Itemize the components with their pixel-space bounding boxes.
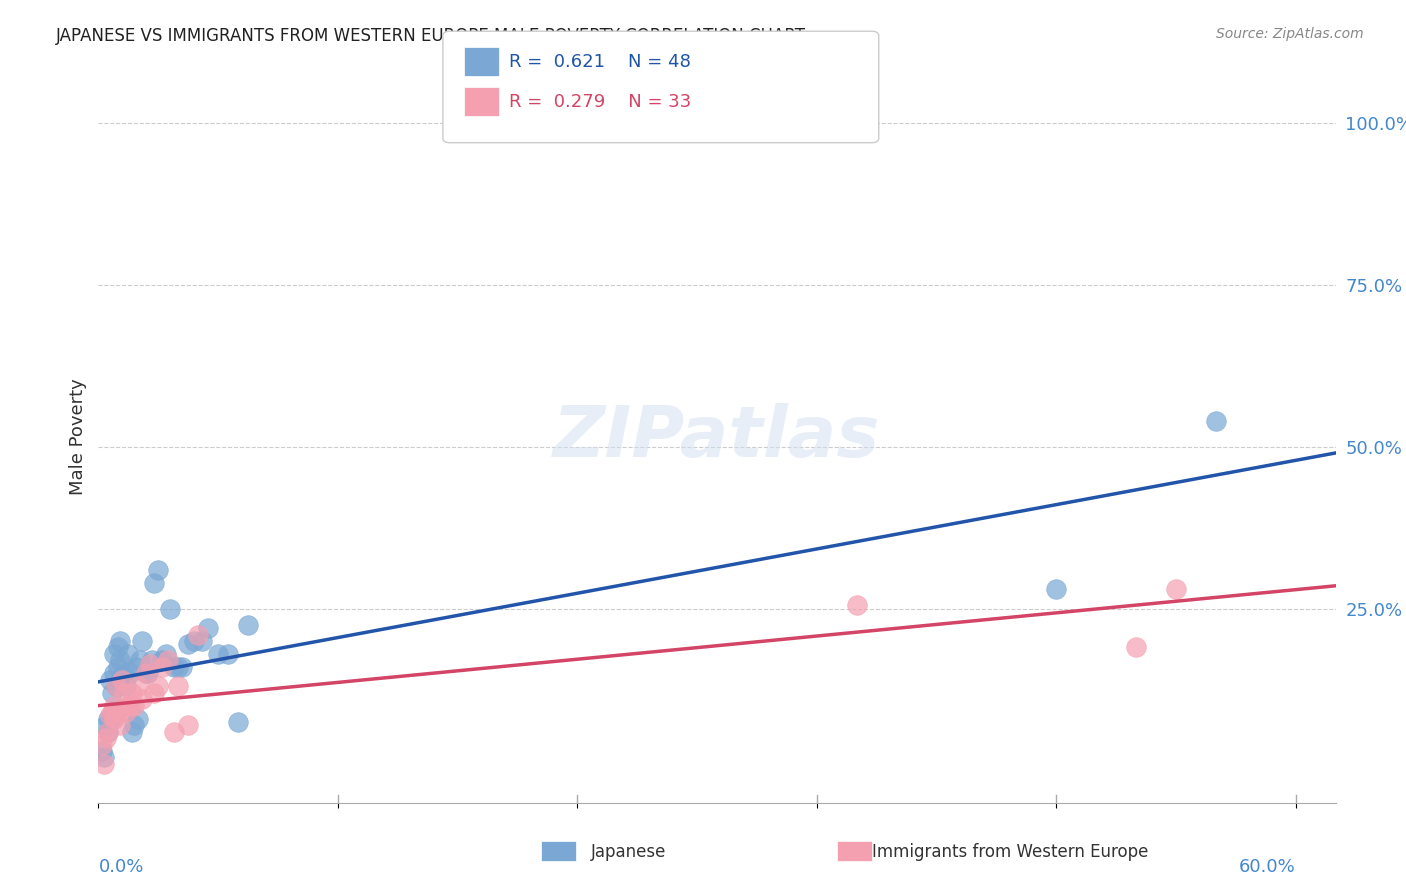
Point xyxy=(127,679,149,693)
Point xyxy=(112,686,135,700)
Point xyxy=(124,698,146,713)
Point xyxy=(103,666,125,681)
Point xyxy=(124,718,146,732)
Point xyxy=(163,724,186,739)
Point xyxy=(112,666,135,681)
Point xyxy=(157,653,180,667)
Point xyxy=(103,698,125,713)
Point xyxy=(226,714,249,729)
Point xyxy=(177,637,200,651)
Point xyxy=(135,666,157,681)
Point xyxy=(1164,582,1187,597)
Point xyxy=(110,634,132,648)
Point xyxy=(187,627,209,641)
Point xyxy=(1045,582,1067,597)
Point xyxy=(217,647,239,661)
Point xyxy=(143,686,166,700)
Point xyxy=(148,563,170,577)
Point xyxy=(101,705,124,719)
Text: Japanese: Japanese xyxy=(591,843,666,861)
Y-axis label: Male Poverty: Male Poverty xyxy=(69,379,87,495)
Point xyxy=(120,698,142,713)
Point xyxy=(163,660,186,674)
Point xyxy=(120,666,142,681)
Point xyxy=(100,708,122,723)
Point xyxy=(103,712,125,726)
Text: 0.0%: 0.0% xyxy=(98,858,143,876)
Point xyxy=(97,724,120,739)
Point xyxy=(107,660,129,674)
Text: JAPANESE VS IMMIGRANTS FROM WESTERN EUROPE MALE POVERTY CORRELATION CHART: JAPANESE VS IMMIGRANTS FROM WESTERN EURO… xyxy=(56,27,806,45)
Point xyxy=(143,575,166,590)
Text: ZIPatlas: ZIPatlas xyxy=(554,402,880,472)
Point xyxy=(1205,414,1227,428)
Point xyxy=(117,647,139,661)
Point xyxy=(101,686,124,700)
Point xyxy=(127,712,149,726)
Point xyxy=(100,673,122,687)
Point xyxy=(167,660,190,674)
Point xyxy=(236,617,259,632)
Text: Immigrants from Western Europe: Immigrants from Western Europe xyxy=(872,843,1149,861)
Point xyxy=(111,673,134,687)
Point xyxy=(115,679,138,693)
Point xyxy=(111,673,134,687)
Point xyxy=(121,686,143,700)
Point xyxy=(103,647,125,661)
Point xyxy=(91,738,114,752)
Point xyxy=(150,660,173,674)
Point xyxy=(107,705,129,719)
Text: Source: ZipAtlas.com: Source: ZipAtlas.com xyxy=(1216,27,1364,41)
Point xyxy=(159,601,181,615)
Point xyxy=(110,653,132,667)
Point xyxy=(121,724,143,739)
Point xyxy=(131,692,153,706)
Point xyxy=(129,653,152,667)
Point xyxy=(167,679,190,693)
Point xyxy=(131,634,153,648)
Text: 60.0%: 60.0% xyxy=(1239,858,1296,876)
Point xyxy=(1125,640,1147,655)
Point xyxy=(177,718,200,732)
Point xyxy=(139,657,162,671)
Point xyxy=(101,712,124,726)
Point xyxy=(141,653,163,667)
Text: R =  0.279    N = 33: R = 0.279 N = 33 xyxy=(509,93,692,111)
Point xyxy=(97,712,120,726)
Point xyxy=(96,731,118,745)
Point xyxy=(845,599,868,613)
Point xyxy=(148,679,170,693)
Point xyxy=(93,756,115,771)
Point xyxy=(97,724,120,739)
Point xyxy=(115,705,138,719)
Point xyxy=(105,679,128,693)
Point xyxy=(155,647,177,661)
Point xyxy=(125,660,148,674)
Point xyxy=(136,666,159,681)
Point xyxy=(110,718,132,732)
Point xyxy=(135,666,157,681)
Point xyxy=(93,750,115,764)
Point xyxy=(172,660,194,674)
Point xyxy=(107,640,129,655)
Point xyxy=(207,647,229,661)
Point xyxy=(197,621,219,635)
Point xyxy=(91,744,114,758)
Point xyxy=(183,634,205,648)
Point xyxy=(117,698,139,713)
Point xyxy=(96,718,118,732)
Point xyxy=(105,679,128,693)
Point xyxy=(150,653,173,667)
Point xyxy=(191,634,214,648)
Point xyxy=(105,705,128,719)
Text: R =  0.621    N = 48: R = 0.621 N = 48 xyxy=(509,54,690,71)
